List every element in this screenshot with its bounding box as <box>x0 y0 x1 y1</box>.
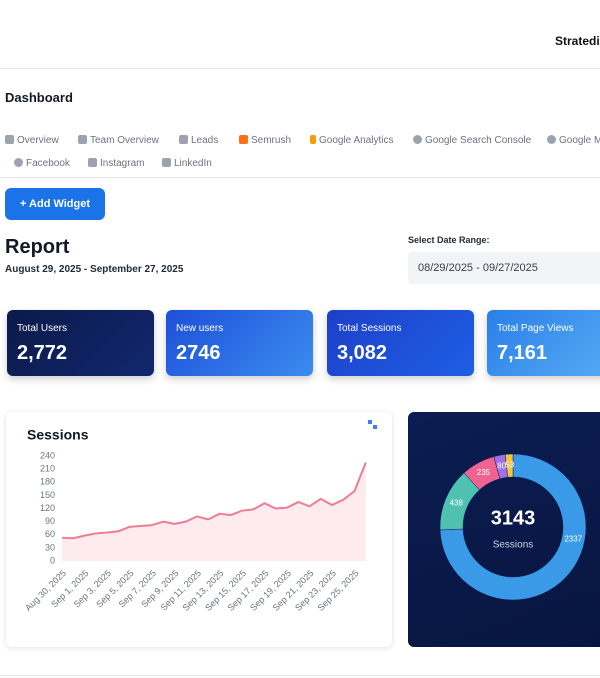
tab[interactable]: Team Overview <box>78 135 159 146</box>
chart-title: Sessions <box>27 427 89 443</box>
y-tick-label: 150 <box>40 490 55 500</box>
tab[interactable]: Google M <box>547 135 600 146</box>
y-tick-label: 0 <box>50 555 55 565</box>
stat-card: New users 2746 <box>166 310 313 376</box>
stat-value: 3,082 <box>337 342 388 364</box>
report-period: August 29, 2025 - September 27, 2025 <box>5 264 184 275</box>
tab[interactable]: Overview <box>5 135 59 146</box>
menu-icon <box>373 425 377 429</box>
y-tick-label: 120 <box>40 503 55 513</box>
y-tick-label: 180 <box>40 477 55 487</box>
tab[interactable]: Semrush <box>239 135 291 146</box>
y-tick-label: 90 <box>45 516 55 526</box>
y-tick-label: 30 <box>45 542 55 552</box>
report-title: Report <box>5 236 70 258</box>
area <box>62 462 366 561</box>
page-title: Dashboard <box>5 90 73 105</box>
date-range-input[interactable]: 08/29/2025 - 09/27/2025 <box>408 252 600 284</box>
tab-label: Team Overview <box>90 135 159 146</box>
stat-value: 2,772 <box>17 342 68 364</box>
stat-card: Total Users 2,772 <box>7 310 154 376</box>
add-widget-button[interactable]: + Add Widget <box>5 188 105 220</box>
data-label: 53 <box>505 461 514 470</box>
menu-icon[interactable] <box>368 420 372 424</box>
date-range-label: Select Date Range: <box>408 235 490 245</box>
donut-label: Sessions <box>493 540 534 551</box>
tab[interactable]: Leads <box>179 135 218 146</box>
tab-label: Overview <box>17 135 59 146</box>
tab-label: Google M <box>559 135 600 146</box>
data-label: 2337 <box>564 535 582 544</box>
line <box>61 462 367 540</box>
tab-label: Facebook <box>26 158 70 169</box>
y-tick-label: 210 <box>40 464 55 474</box>
tab[interactable]: Instagram <box>88 158 144 169</box>
tab-label: Google Search Console <box>425 135 532 146</box>
tab-label: Leads <box>191 135 219 146</box>
divider <box>0 68 600 69</box>
y-tick-label: 240 <box>40 450 55 460</box>
y-tick-label: 60 <box>45 529 55 539</box>
stat-label: New users <box>176 323 224 334</box>
tab[interactable]: Google Search Console <box>413 135 531 146</box>
tab-label: Semrush <box>251 135 292 146</box>
tab-label: Google Analytics <box>319 135 394 146</box>
data-label: 80 <box>497 462 506 471</box>
tab[interactable]: LinkedIn <box>162 158 212 169</box>
stat-card: Total Sessions 3,082 <box>327 310 474 376</box>
tab-label: LinkedIn <box>174 158 212 169</box>
stat-label: Total Users <box>17 323 68 334</box>
data-label: 438 <box>450 498 464 507</box>
stat-label: Total Sessions <box>337 323 402 334</box>
brand: Stratedi <box>555 34 600 48</box>
divider <box>0 177 600 178</box>
stat-card: Total Page Views 7,161 <box>487 310 600 376</box>
donut-total: 3143 <box>491 507 536 529</box>
stat-value: 7,161 <box>497 342 548 364</box>
divider <box>0 675 600 676</box>
sessions-card <box>6 412 392 647</box>
donut-segment <box>505 453 514 478</box>
stat-value: 2746 <box>176 342 221 364</box>
data-label: 235 <box>477 468 491 477</box>
stat-label: Total Page Views <box>497 323 574 334</box>
donut-segment <box>439 453 587 601</box>
tab[interactable]: Google Analytics <box>310 135 394 146</box>
tab[interactable]: Facebook <box>14 158 70 169</box>
tab-label: Instagram <box>100 158 145 169</box>
